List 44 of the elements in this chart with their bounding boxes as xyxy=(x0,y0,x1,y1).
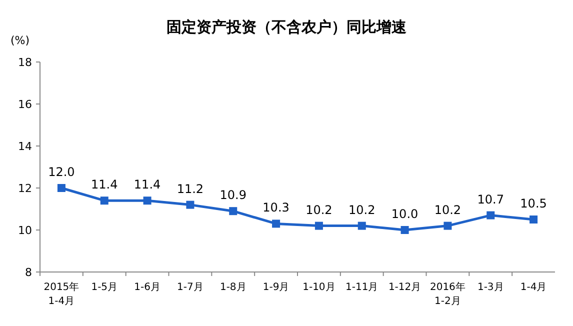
data-label: 10.7 xyxy=(477,192,504,206)
point xyxy=(486,211,495,220)
data-label: 10.2 xyxy=(306,202,332,217)
y-tick-label: 8 xyxy=(25,266,32,279)
x-tick-label: 1-3月 xyxy=(477,282,504,293)
y-tick-label: 14 xyxy=(18,140,32,153)
data-label: 10.9 xyxy=(220,188,246,202)
point xyxy=(272,220,280,228)
point xyxy=(57,184,66,192)
x-tick-label: 1-5月 xyxy=(91,282,118,293)
y-tick-label: 16 xyxy=(18,98,32,111)
data-label: 10.3 xyxy=(262,200,290,215)
x-tick-label: 1-10月 xyxy=(302,282,336,293)
y-tick-label: 10 xyxy=(18,224,32,237)
data-label: 11.2 xyxy=(176,182,204,196)
x-tick-label: 2016年 1-2月 xyxy=(430,281,466,307)
point xyxy=(186,200,194,209)
y-tick-label: 12 xyxy=(18,182,32,195)
point xyxy=(229,207,238,216)
point xyxy=(314,222,323,230)
y-tick-label: 18 xyxy=(18,56,32,69)
point xyxy=(444,222,452,230)
data-label: 11.4 xyxy=(91,178,118,192)
point xyxy=(530,216,538,224)
y-axis-title: (%) xyxy=(10,34,30,47)
x-tick-label: 1-6月 xyxy=(134,282,160,293)
chart-title: 固定资产投资（不含农户）同比增速 xyxy=(166,18,408,36)
data-label: 11.4 xyxy=(134,178,161,192)
point xyxy=(100,196,108,205)
x-tick-label: 1-4月 xyxy=(520,282,547,293)
point xyxy=(358,222,366,230)
point xyxy=(400,226,409,234)
data-label: 10.0 xyxy=(391,207,418,221)
x-tick-label: 2015年 1-4月 xyxy=(44,281,80,307)
point xyxy=(143,196,152,205)
x-tick-label: 1-8月 xyxy=(220,282,246,293)
data-label: 10.5 xyxy=(520,196,547,210)
x-tick-label: 1-12月 xyxy=(388,282,422,293)
x-tick-label: 1-11月 xyxy=(346,282,378,293)
data-label: 12.0 xyxy=(48,165,75,179)
x-tick-label: 1-7月 xyxy=(177,282,204,293)
x-tick-label: 1-9月 xyxy=(262,282,290,293)
data-label: 10.2 xyxy=(434,202,462,217)
data-label: 10.2 xyxy=(348,202,376,217)
